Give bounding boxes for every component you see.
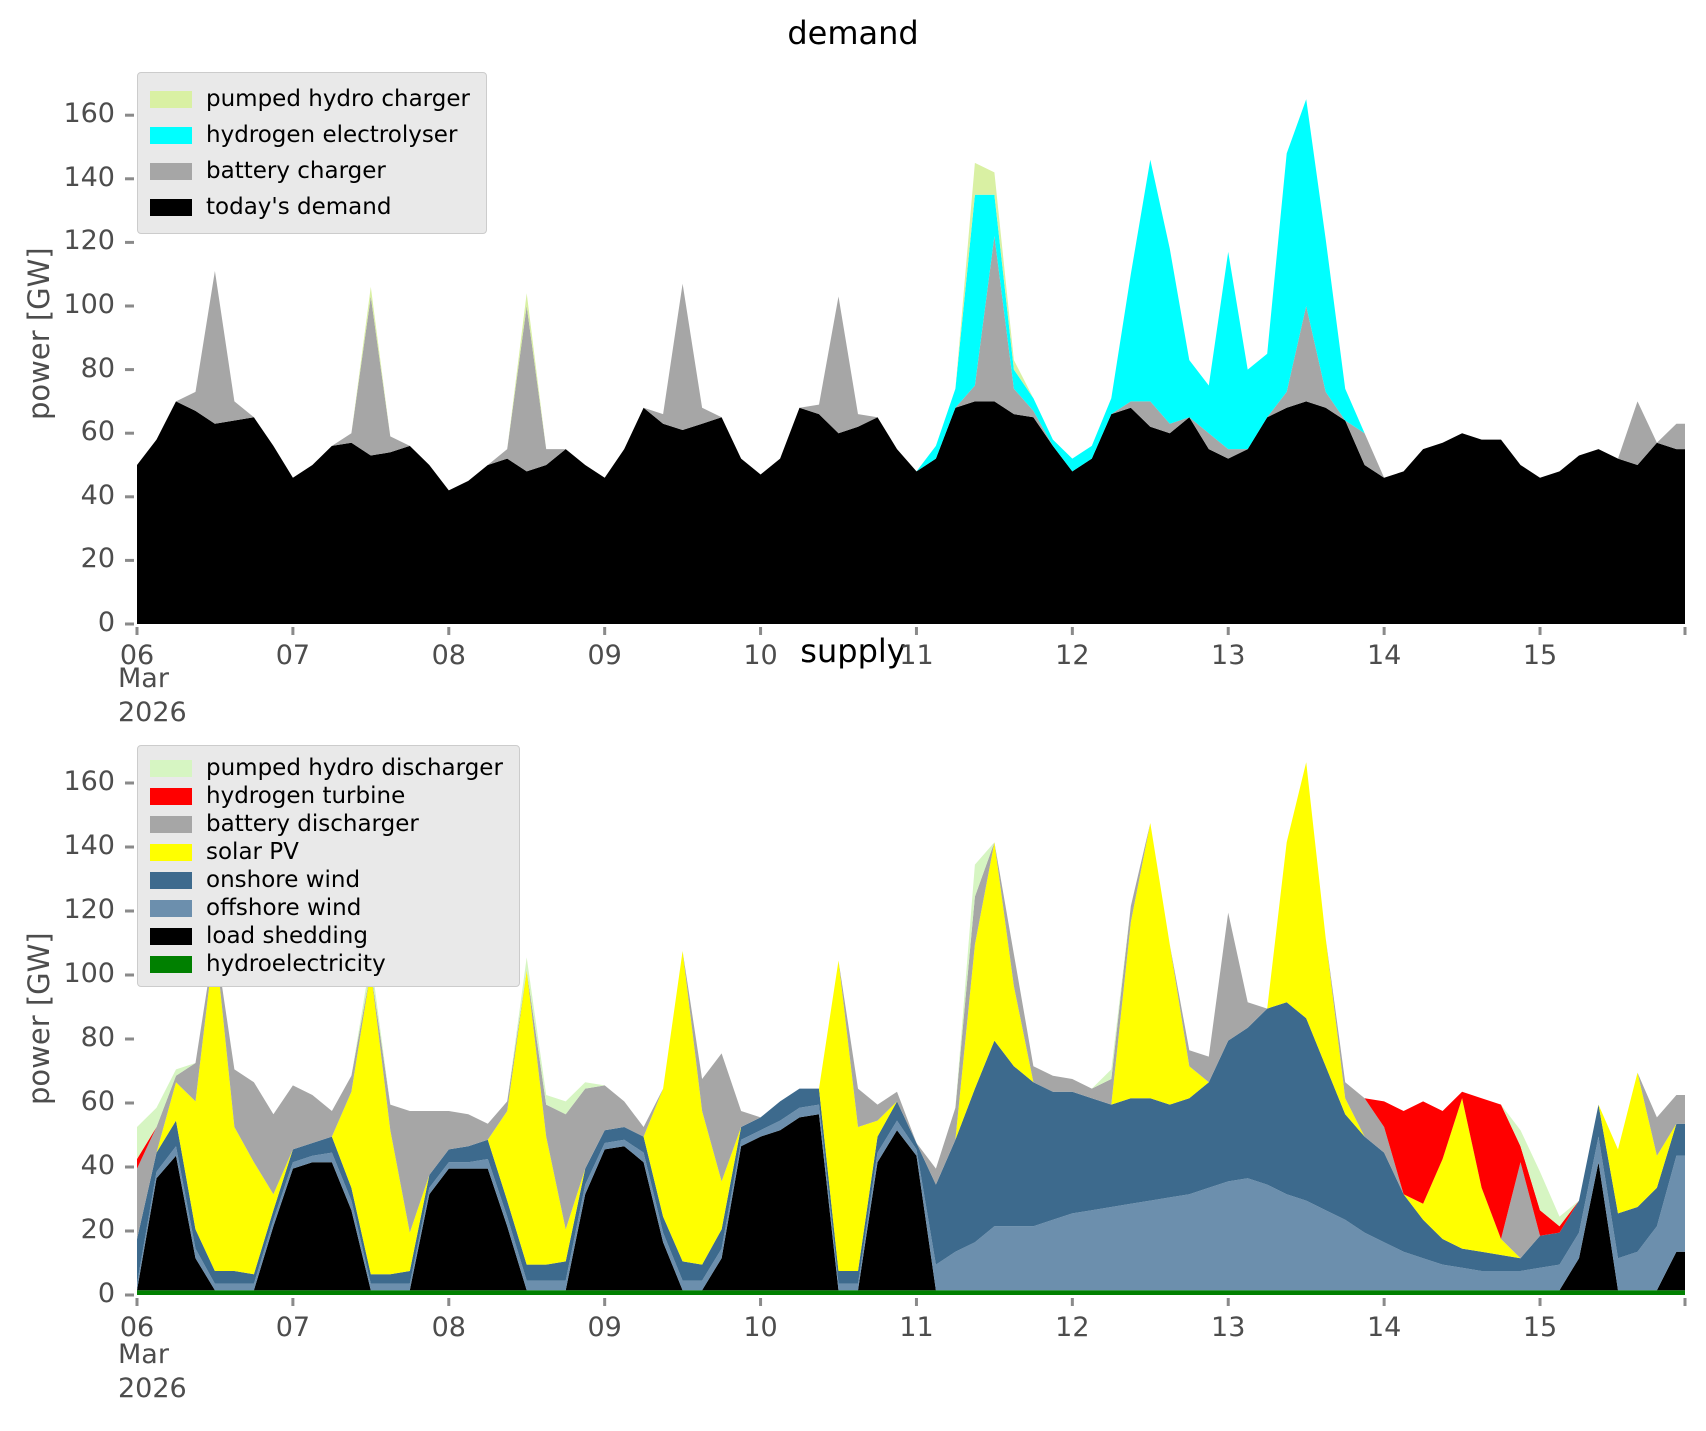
series-offshore_wind-area bbox=[137, 1104, 1685, 1291]
x-tick-label-15: 15 bbox=[1522, 640, 1558, 671]
y-tick-label-100-supply: 100 bbox=[63, 958, 115, 989]
demand-chart-areas bbox=[137, 99, 1685, 624]
legend-swatch-todays_demand bbox=[150, 198, 192, 216]
x-tick-label-14: 14 bbox=[1366, 640, 1402, 671]
y-tick-label-40-demand: 40 bbox=[80, 479, 115, 511]
y-tick-label-80-supply: 80 bbox=[80, 1022, 115, 1053]
legend-label-todays_demand: today's demand bbox=[206, 194, 392, 220]
legend-item-pumped_hydro_discharger: pumped hydro discharger bbox=[150, 754, 503, 782]
x-tick-label-14: 14 bbox=[1366, 1312, 1402, 1343]
legend-item-hydrogen_turbine: hydrogen turbine bbox=[150, 782, 503, 810]
y-tick-label-0-demand: 0 bbox=[97, 607, 115, 638]
y-tick-label-160-demand: 160 bbox=[63, 98, 115, 130]
y-tick-label-60-supply: 60 bbox=[80, 1086, 115, 1117]
supply-chart-areas bbox=[137, 762, 1685, 1295]
y-tick-label-20-demand: 20 bbox=[80, 543, 115, 575]
supply-month-label: Mar 2026 bbox=[118, 1339, 187, 1404]
legend-swatch-offshore_wind bbox=[150, 899, 192, 917]
legend-item-onshore_wind: onshore wind bbox=[150, 866, 503, 894]
x-tick-label-06: 06 bbox=[119, 640, 155, 671]
x-tick-label-12: 12 bbox=[1055, 640, 1090, 671]
x-tick-label-09: 09 bbox=[587, 640, 622, 671]
y-tick-label-140-supply: 140 bbox=[63, 830, 115, 861]
x-tick-label-13: 13 bbox=[1211, 1312, 1246, 1343]
y-tick-label-120-supply: 120 bbox=[63, 894, 115, 925]
legend-label-onshore_wind: onshore wind bbox=[206, 867, 361, 893]
series-load_shedding-area bbox=[137, 1114, 1685, 1291]
y-tick-label-160-supply: 160 bbox=[63, 766, 115, 797]
legend-swatch-pumped_hydro_charger bbox=[150, 90, 192, 108]
legend-label-hydroelectricity: hydroelectricity bbox=[206, 951, 386, 977]
legend-swatch-hydroelectricity bbox=[150, 955, 192, 973]
x-tick-label-13: 13 bbox=[1211, 640, 1246, 671]
x-tick-label-10: 10 bbox=[743, 1312, 778, 1343]
legend-item-hydrogen_electrolyser: hydrogen electrolyser bbox=[150, 117, 470, 153]
series-hydroelectricity-area bbox=[137, 1290, 1685, 1295]
legend-swatch-hydrogen_electrolyser bbox=[150, 126, 192, 144]
legend-label-solar_pv: solar PV bbox=[206, 839, 299, 865]
supply-chart-title: supply bbox=[800, 632, 906, 670]
x-tick-label-12: 12 bbox=[1055, 1312, 1090, 1343]
demand-chart-title: demand bbox=[787, 14, 919, 52]
y-tick-label-100-demand: 100 bbox=[63, 289, 115, 320]
x-tick-label-11: 11 bbox=[899, 1312, 934, 1343]
legend-label-hydrogen_turbine: hydrogen turbine bbox=[206, 783, 406, 809]
x-tick-label-11: 11 bbox=[899, 640, 934, 671]
legend-swatch-load_shedding bbox=[150, 927, 192, 945]
legend-label-pumped_hydro_discharger: pumped hydro discharger bbox=[206, 755, 503, 781]
legend-item-offshore_wind: offshore wind bbox=[150, 894, 503, 922]
legend-swatch-battery_charger bbox=[150, 162, 192, 180]
legend-swatch-onshore_wind bbox=[150, 871, 192, 889]
series-solar_pv-area bbox=[137, 762, 1685, 1275]
series-onshore_wind-area bbox=[137, 1002, 1685, 1284]
legend-label-pumped_hydro_charger: pumped hydro charger bbox=[206, 86, 470, 112]
legend-swatch-solar_pv bbox=[150, 843, 192, 861]
x-tick-label-06: 06 bbox=[119, 1312, 155, 1343]
legend-swatch-pumped_hydro_discharger bbox=[150, 759, 192, 777]
y-tick-label-0-supply: 0 bbox=[97, 1278, 115, 1309]
x-tick-label-07: 07 bbox=[275, 1312, 311, 1343]
y-tick-label-80-demand: 80 bbox=[80, 352, 115, 384]
legend-swatch-battery_discharger bbox=[150, 815, 192, 833]
y-tick-label-60-demand: 60 bbox=[80, 416, 115, 448]
x-tick-label-10: 10 bbox=[743, 640, 778, 671]
x-tick-label-08: 08 bbox=[431, 1312, 466, 1343]
legend-item-pumped_hydro_charger: pumped hydro charger bbox=[150, 81, 470, 117]
x-tick-label-07: 07 bbox=[275, 640, 311, 671]
demand-month-label: Mar 2026 bbox=[118, 663, 187, 728]
x-tick-label-09: 09 bbox=[587, 1312, 622, 1343]
legend-item-battery_discharger: battery discharger bbox=[150, 810, 503, 838]
legend-item-hydroelectricity: hydroelectricity bbox=[150, 950, 503, 978]
y-tick-label-120-demand: 120 bbox=[63, 225, 115, 257]
legend-swatch-hydrogen_turbine bbox=[150, 787, 192, 805]
demand-y-axis-label: power [GW] bbox=[22, 247, 56, 420]
series-battery_discharger-area bbox=[137, 762, 1685, 1259]
legend-label-load_shedding: load shedding bbox=[206, 923, 368, 949]
series-hydrogen_turbine-area bbox=[137, 762, 1685, 1239]
legend-item-load_shedding: load shedding bbox=[150, 922, 503, 950]
x-tick-label-15: 15 bbox=[1522, 1312, 1558, 1343]
legend-label-battery_discharger: battery discharger bbox=[206, 811, 419, 837]
x-tick-label-08: 08 bbox=[431, 640, 466, 671]
y-tick-label-40-supply: 40 bbox=[80, 1150, 115, 1181]
legend-label-battery_charger: battery charger bbox=[206, 158, 386, 184]
legend-label-hydrogen_electrolyser: hydrogen electrolyser bbox=[206, 122, 458, 148]
supply-legend: pumped hydro discharger hydrogen turbine b… bbox=[137, 745, 520, 987]
demand-legend: pumped hydro charger hydrogen electrolyse… bbox=[137, 72, 487, 234]
series-hydrogen_electrolyser-area bbox=[137, 99, 1685, 491]
legend-label-offshore_wind: offshore wind bbox=[206, 895, 362, 921]
axis-tick-marks bbox=[125, 113, 1687, 1306]
legend-item-solar_pv: solar PV bbox=[150, 838, 503, 866]
y-tick-label-20-supply: 20 bbox=[80, 1214, 115, 1245]
y-tick-label-140-demand: 140 bbox=[63, 161, 115, 193]
legend-item-todays_demand: today's demand bbox=[150, 189, 470, 225]
series-battery_charger-area bbox=[137, 236, 1685, 491]
legend-item-battery_charger: battery charger bbox=[150, 153, 470, 189]
series-todays_demand-area bbox=[137, 401, 1685, 624]
